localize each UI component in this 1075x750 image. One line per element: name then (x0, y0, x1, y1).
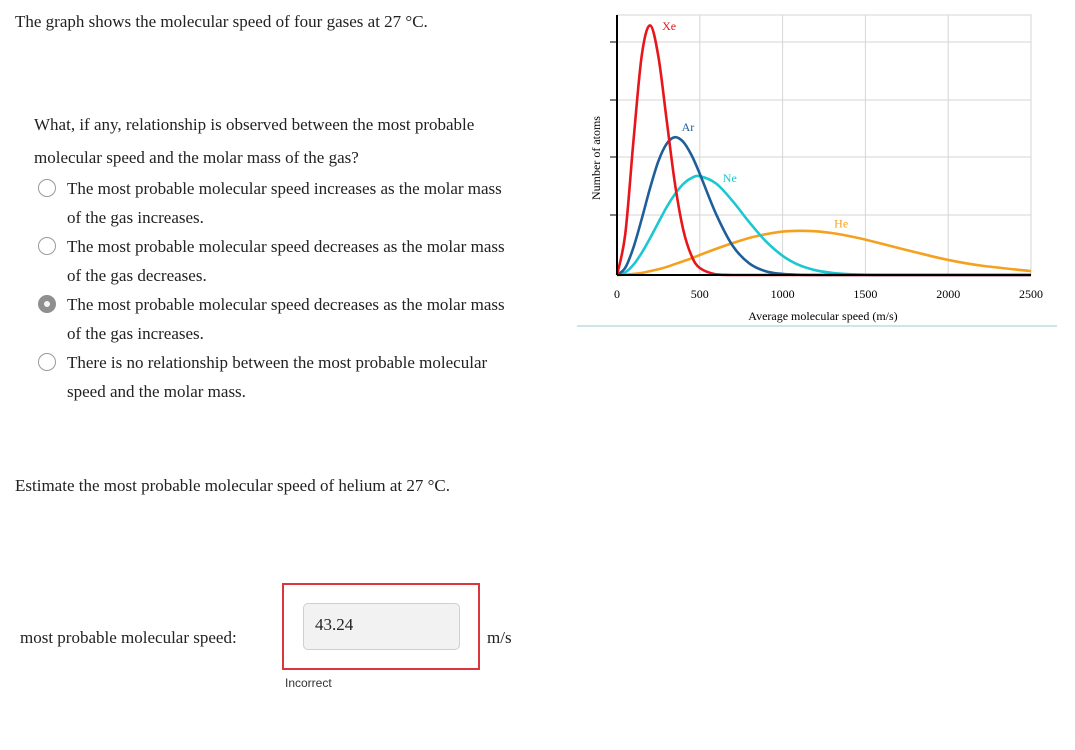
option[interactable]: There is no relationship between the mos… (36, 348, 506, 406)
series-line (615, 24, 1031, 277)
option[interactable]: The most probable molecular speed increa… (36, 174, 506, 232)
series-label: Ar (682, 120, 695, 134)
option-text: The most probable molecular speed decrea… (67, 295, 505, 343)
answer-input[interactable]: 43.24 (303, 603, 460, 650)
option[interactable]: The most probable molecular speed decrea… (36, 290, 506, 348)
radio-button[interactable] (38, 237, 56, 255)
radio-button[interactable] (38, 353, 56, 371)
series-label: Xe (662, 19, 676, 33)
x-tick-label: 2000 (936, 287, 960, 301)
option-text: The most probable molecular speed increa… (67, 179, 502, 227)
option-text: The most probable molecular speed decrea… (67, 237, 505, 285)
x-tick-label: 2500 (1019, 287, 1043, 301)
x-axis-title: Average molecular speed (m/s) (748, 309, 897, 323)
chart: Number of atoms Average molecular speed … (577, 14, 1057, 327)
answer-label: most probable molecular speed: (20, 628, 237, 647)
plot-frame (616, 14, 1032, 276)
error-frame (282, 583, 480, 670)
radio-button[interactable] (38, 179, 56, 197)
series-line (616, 174, 1031, 277)
option[interactable]: The most probable molecular speed decrea… (36, 232, 506, 290)
option-text: There is no relationship between the mos… (67, 353, 488, 401)
x-tick-label: 0 (614, 287, 620, 301)
answer-unit: m/s (487, 628, 512, 647)
question-prompt: What, if any, relationship is observed b… (34, 115, 475, 167)
series-line (616, 229, 1032, 277)
feedback: Incorrect (285, 676, 332, 690)
estimate-prompt: Estimate the most probable molecular spe… (15, 476, 450, 495)
x-tick-label: 500 (691, 287, 709, 301)
intro-text: The graph shows the molecular speed of f… (15, 12, 428, 31)
x-tick-label: 1000 (771, 287, 795, 301)
radio-button[interactable] (38, 295, 56, 313)
series-label: Ne (723, 171, 737, 185)
series-label: He (834, 217, 848, 231)
option-list: The most probable molecular speed increa… (36, 174, 506, 406)
x-tick-label: 1500 (853, 287, 877, 301)
y-axis-title: Number of atoms (589, 116, 603, 200)
